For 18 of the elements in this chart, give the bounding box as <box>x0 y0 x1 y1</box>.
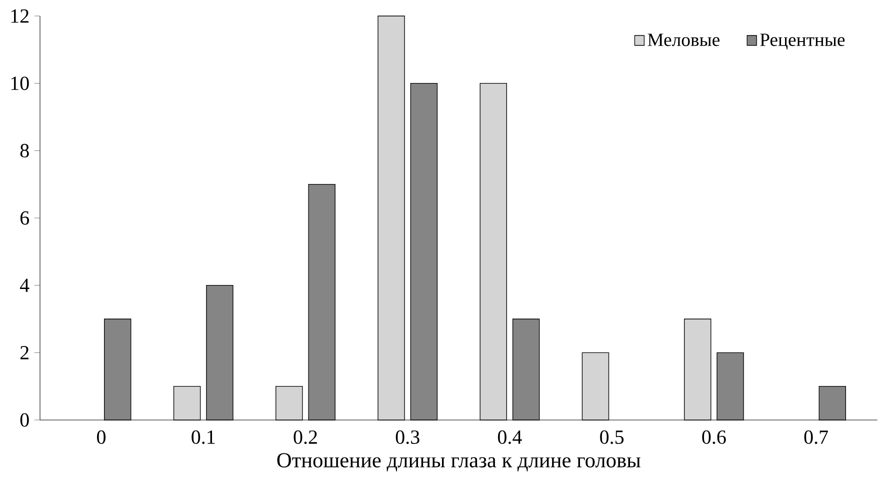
legend-label: Рецентные <box>760 34 845 50</box>
y-tick-label: 2 <box>20 346 28 360</box>
y-tick-label: 10 <box>11 76 29 90</box>
x-tick-label: 0.7 <box>804 430 828 444</box>
y-tick-label: 12 <box>11 9 28 23</box>
y-tick-label: 6 <box>20 211 30 225</box>
x-tick-label: 0.3 <box>396 430 420 444</box>
x-tick-label: 0.4 <box>498 430 522 444</box>
x-tick-label: 0.2 <box>294 430 317 444</box>
y-tick-label: 8 <box>20 144 29 158</box>
y-tick-label: 0 <box>20 413 29 427</box>
x-tick-label: 0.6 <box>702 430 726 444</box>
x-tick-label: 0 <box>97 430 106 444</box>
legend-label: Меловые <box>648 34 720 46</box>
y-tick-label: 4 <box>20 278 30 292</box>
x-axis-title: Отношение длины глаза к длине головы <box>277 453 640 472</box>
x-tick-label: 0.5 <box>600 430 624 444</box>
x-tick-label: 0.1 <box>192 430 215 444</box>
